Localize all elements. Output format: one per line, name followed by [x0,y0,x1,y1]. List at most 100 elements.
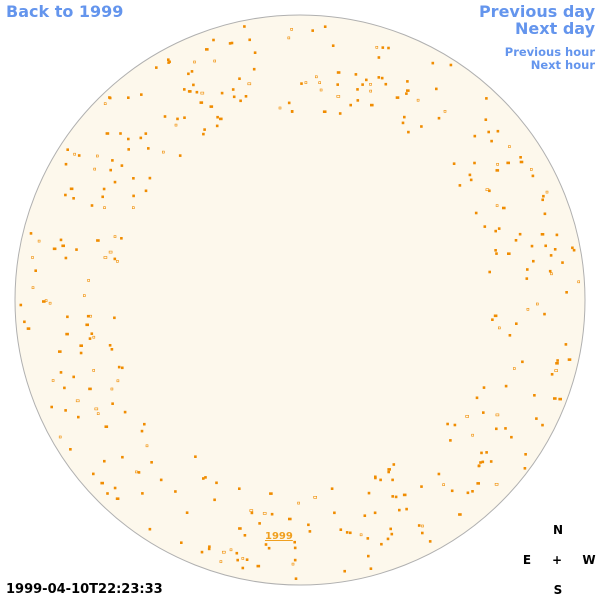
speck [269,492,273,495]
speck [541,198,545,202]
speck [366,554,370,558]
speck [148,176,152,180]
speck [487,130,491,134]
speck [287,36,291,40]
speck [491,318,494,322]
speck [481,460,485,464]
speck [190,70,194,73]
speck [127,96,130,99]
speck [471,433,474,437]
speck [443,110,447,113]
speck [193,60,196,64]
speck [549,254,553,257]
speck [366,537,370,540]
speck [208,545,211,549]
speck [123,410,127,414]
speck [141,492,144,495]
speck [241,566,245,570]
previous-day-link[interactable]: Previous day [478,2,595,21]
speck [64,193,67,197]
speck [66,315,69,319]
speck [204,476,207,479]
speck [116,259,119,263]
speck [235,551,239,555]
next-hour-link[interactable]: Next hour [530,58,595,72]
speck [19,303,23,307]
speck [231,88,235,91]
speck [195,90,199,94]
speck [428,540,432,543]
speck [115,497,120,501]
speck [174,123,178,127]
speck [311,29,315,32]
speck [92,369,95,372]
speck [113,180,117,184]
speck [219,560,223,563]
speck [73,152,76,156]
speck [531,259,535,263]
speck [85,323,89,327]
speck [338,112,342,115]
speck [143,422,146,426]
speck [229,548,233,552]
speck [465,415,470,418]
speck [96,412,100,416]
speck [387,468,392,471]
speck [384,82,388,86]
speck [494,229,498,233]
speck [406,80,409,83]
speck [200,550,204,554]
speck [495,204,499,207]
compass-east: E [522,553,532,567]
speck [89,314,92,318]
speck [200,91,205,95]
speck [50,405,54,409]
speck [222,550,226,554]
speck [494,482,499,486]
speck [103,459,106,463]
speck [336,83,340,86]
speck [150,460,153,464]
next-day-link[interactable]: Next day [515,19,595,38]
speck [137,471,141,474]
speck [343,569,347,573]
speck [508,333,512,337]
speck [101,195,104,199]
back-link[interactable]: Back to 1999 [6,2,124,21]
year-link[interactable]: 1999 [265,531,293,542]
speck [469,178,473,182]
speck [63,386,66,390]
speck [417,524,421,527]
speck [121,455,124,459]
speck [34,269,38,273]
speck [484,118,488,121]
previous-hour-link[interactable]: Previous hour [504,45,595,59]
speck [471,489,474,493]
speck [212,38,215,42]
speck [248,38,251,42]
speck [514,322,518,326]
speck [450,489,454,493]
speck [59,371,63,374]
speck [319,88,323,92]
speck [75,399,80,403]
speck [497,326,501,330]
speck [87,279,90,282]
speck [523,466,527,470]
speck [104,425,109,429]
speck [96,154,99,158]
speck [199,101,204,104]
speck [446,422,449,426]
speck [322,110,327,113]
speck [577,280,581,284]
speck [52,247,57,251]
speck [387,470,391,474]
speck [336,71,341,74]
speck [256,564,261,568]
speck [524,452,527,456]
speck [496,129,500,133]
speck [458,184,462,187]
speck [83,294,86,297]
speck [386,537,390,541]
speck [92,472,95,476]
